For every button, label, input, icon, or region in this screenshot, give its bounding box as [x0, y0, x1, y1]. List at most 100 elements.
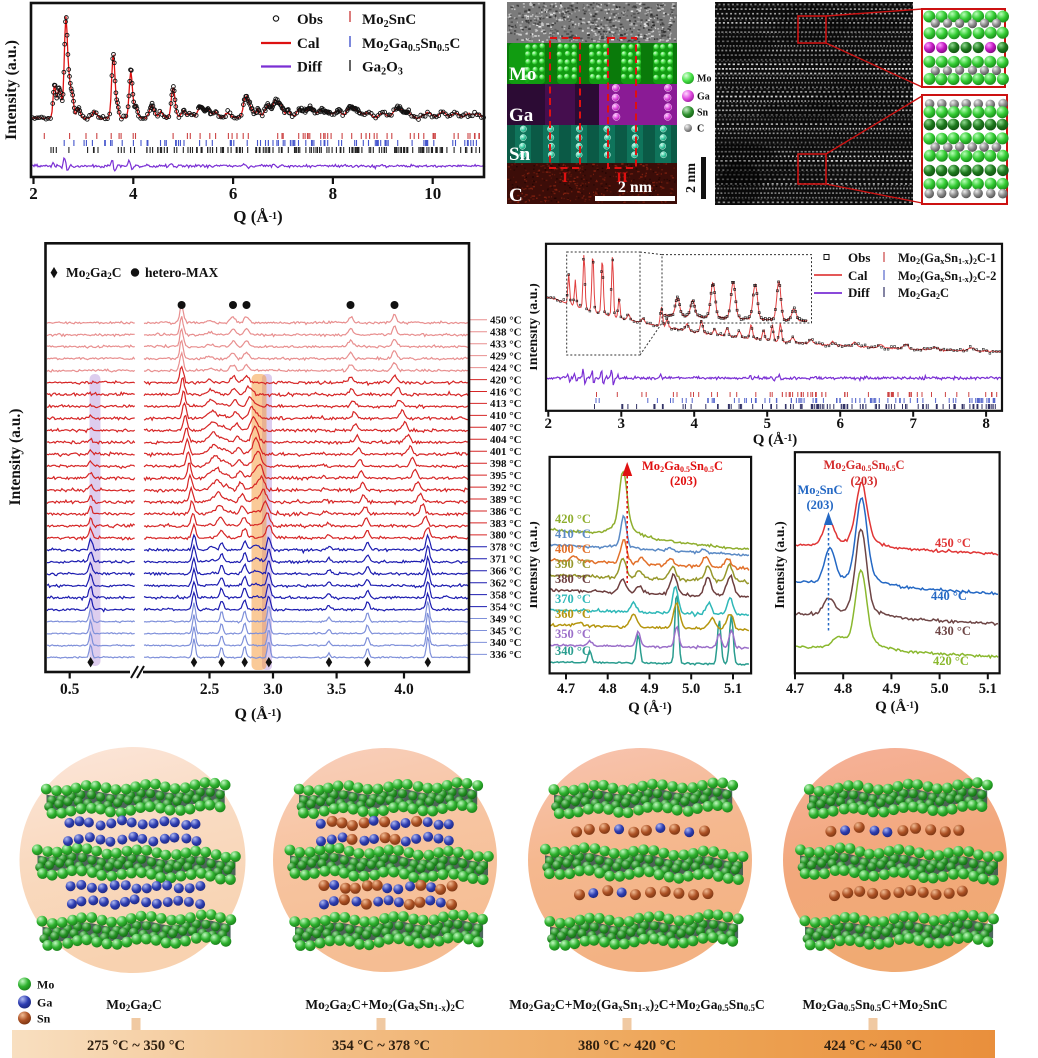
svg-text:440 °C: 440 °C	[931, 589, 967, 603]
svg-text:(203): (203)	[850, 474, 877, 488]
svg-text:5.0: 5.0	[931, 681, 949, 697]
svg-text:Mo: Mo	[37, 978, 54, 992]
svg-text:345 °C: 345 °C	[490, 625, 522, 637]
svg-text:416 °C: 416 °C	[490, 386, 522, 398]
svg-text:433 °C: 433 °C	[490, 339, 522, 351]
svg-text:5.0: 5.0	[682, 681, 700, 697]
svg-text:420 °C: 420 °C	[933, 654, 969, 668]
svg-text:Mo2Ga2C: Mo2Ga2C	[66, 265, 122, 281]
svg-text:Sn: Sn	[37, 1012, 51, 1026]
svg-text:hetero-MAX: hetero-MAX	[145, 265, 218, 280]
svg-text:4.9: 4.9	[882, 681, 900, 697]
svg-text:2.5: 2.5	[200, 681, 220, 698]
svg-text:(203): (203)	[670, 474, 697, 488]
svg-text:336 °C: 336 °C	[490, 649, 522, 661]
svg-text:Diff: Diff	[848, 285, 870, 300]
svg-text:6: 6	[229, 184, 238, 203]
svg-text:Cal: Cal	[297, 36, 320, 52]
svg-text:350 °C: 350 °C	[555, 627, 591, 641]
svg-text:360 °C: 360 °C	[555, 607, 591, 621]
svg-text:C: C	[509, 185, 523, 206]
svg-text:358 °C: 358 °C	[490, 589, 522, 601]
svg-text:275 °C ~ 350 °C: 275 °C ~ 350 °C	[87, 1038, 185, 1054]
svg-text:Obs: Obs	[297, 12, 323, 28]
svg-text:378 °C: 378 °C	[490, 542, 522, 554]
svg-text:5: 5	[763, 416, 771, 432]
svg-text:4: 4	[129, 184, 138, 203]
svg-text:389 °C: 389 °C	[490, 494, 522, 506]
svg-text:I: I	[562, 170, 568, 186]
svg-text:392 °C: 392 °C	[490, 482, 522, 494]
svg-text:438 °C: 438 °C	[490, 327, 522, 339]
svg-text:395 °C: 395 °C	[490, 470, 522, 482]
svg-text:Mo2Ga0.5Sn0.5C: Mo2Ga0.5Sn0.5C	[362, 36, 460, 54]
svg-text:Ga: Ga	[37, 996, 52, 1010]
svg-text:7: 7	[909, 416, 917, 432]
svg-text:Intensity (a.u.): Intensity (a.u.)	[530, 521, 541, 609]
svg-text:370 °C: 370 °C	[555, 592, 591, 606]
svg-text:Sn: Sn	[509, 144, 531, 165]
svg-text:Mo2Ga2C+Mo2(GaxSn1-x)2C: Mo2Ga2C+Mo2(GaxSn1-x)2C	[305, 997, 464, 1013]
svg-text:380 °C: 380 °C	[490, 530, 522, 542]
svg-text:0.5: 0.5	[60, 681, 80, 698]
svg-text:Mo: Mo	[697, 74, 711, 85]
svg-text:Mo2Ga0.5Sn0.5C: Mo2Ga0.5Sn0.5C	[824, 458, 905, 473]
svg-text:383 °C: 383 °C	[490, 518, 522, 530]
svg-text:5.1: 5.1	[979, 681, 997, 697]
svg-text:Q (Å-1): Q (Å-1)	[753, 432, 798, 448]
svg-text:Obs: Obs	[848, 250, 870, 265]
svg-text:3: 3	[618, 416, 626, 432]
svg-text:4.8: 4.8	[599, 681, 617, 697]
svg-text:4.8: 4.8	[834, 681, 852, 697]
svg-text:Intensity (a.u.): Intensity (a.u.)	[3, 40, 20, 140]
svg-text:Q (Å-1): Q (Å-1)	[875, 699, 919, 715]
svg-text:390 °C: 390 °C	[555, 557, 591, 571]
svg-text:Ga2O3: Ga2O3	[362, 60, 403, 78]
svg-text:Mo2Ga2C: Mo2Ga2C	[898, 286, 949, 301]
svg-text:Mo2(GaxSn1-x)2C-1: Mo2(GaxSn1-x)2C-1	[898, 251, 996, 266]
svg-text:380 °C: 380 °C	[555, 572, 591, 586]
svg-text:349 °C: 349 °C	[490, 613, 522, 625]
svg-text:424 °C ~ 450 °C: 424 °C ~ 450 °C	[824, 1038, 922, 1054]
svg-text:4.9: 4.9	[640, 681, 658, 697]
svg-text:420 °C: 420 °C	[555, 512, 591, 526]
svg-text:Cal: Cal	[848, 268, 868, 283]
svg-text:5.1: 5.1	[724, 681, 742, 697]
svg-text:3.0: 3.0	[263, 681, 283, 698]
svg-text:Mo2Ga2C: Mo2Ga2C	[106, 997, 162, 1013]
svg-text:Mo2SnC: Mo2SnC	[362, 12, 416, 30]
svg-text:C: C	[697, 124, 704, 135]
svg-text:430 °C: 430 °C	[935, 624, 971, 638]
svg-text:2: 2	[29, 184, 38, 203]
svg-text:413 °C: 413 °C	[490, 398, 522, 410]
svg-text:2 nm: 2 nm	[685, 163, 699, 193]
svg-text:450 °C: 450 °C	[490, 315, 522, 327]
svg-text:362 °C: 362 °C	[490, 578, 522, 590]
svg-text:4.7: 4.7	[557, 681, 575, 697]
svg-text:340 °C: 340 °C	[555, 644, 591, 658]
svg-text:398 °C: 398 °C	[490, 458, 522, 470]
svg-text:8: 8	[982, 416, 990, 432]
svg-text:380 °C ~ 420 °C: 380 °C ~ 420 °C	[578, 1038, 676, 1054]
svg-text:Mo2Ga0.5Sn0.5C+Mo2SnC: Mo2Ga0.5Sn0.5C+Mo2SnC	[803, 997, 948, 1013]
svg-text:3.5: 3.5	[327, 681, 347, 698]
svg-text:2: 2	[545, 416, 553, 432]
svg-text:Intensity (a.u.): Intensity (a.u.)	[530, 283, 541, 371]
svg-text:410 °C: 410 °C	[555, 527, 591, 541]
svg-text:Sn: Sn	[697, 108, 709, 119]
svg-text:Mo2(GaxSn1-x)2C-2: Mo2(GaxSn1-x)2C-2	[898, 269, 996, 284]
svg-text:429 °C: 429 °C	[490, 350, 522, 362]
svg-text:Mo2Ga2C+Mo2(GaxSn1-x)2C+Mo2Ga0: Mo2Ga2C+Mo2(GaxSn1-x)2C+Mo2Ga0.5Sn0.5C	[509, 997, 764, 1013]
svg-text:II: II	[616, 170, 628, 186]
svg-text:Q (Å-1): Q (Å-1)	[628, 700, 672, 716]
svg-text:424 °C: 424 °C	[490, 362, 522, 374]
svg-text:Ga: Ga	[697, 92, 710, 103]
svg-text:Mo: Mo	[509, 64, 536, 85]
svg-text:400 °C: 400 °C	[555, 542, 591, 556]
svg-text:(203): (203)	[806, 498, 833, 512]
svg-text:354 °C ~ 378 °C: 354 °C ~ 378 °C	[332, 1038, 430, 1054]
svg-text:420 °C: 420 °C	[490, 374, 522, 386]
svg-text:Q (Å-1): Q (Å-1)	[235, 705, 282, 723]
svg-text:410 °C: 410 °C	[490, 410, 522, 422]
svg-text:6: 6	[836, 416, 844, 432]
